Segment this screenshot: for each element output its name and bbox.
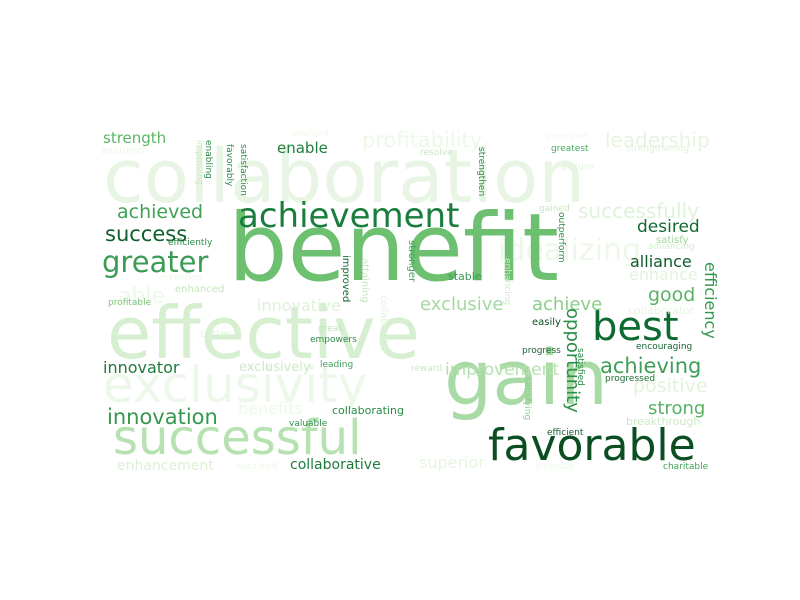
word: enabling [203,140,213,179]
word: satisfied [575,348,585,386]
word: stronger [406,240,417,283]
word: invention [160,273,203,283]
word: assured [101,144,145,157]
word: effective [107,291,420,375]
word: successful [113,410,362,466]
word: advancing [648,242,695,252]
word: collaborating [332,404,404,417]
word: achieving [600,354,702,378]
word: positive [633,375,708,397]
word: stable [448,270,482,283]
word: collaborate [378,295,389,352]
word: efficiency [701,262,720,339]
word: improving [194,140,204,186]
word: empowers [310,335,357,345]
word: satisfy [656,235,689,246]
word: efficiently [168,238,213,248]
word: encouraging [636,342,693,352]
word: achieved [117,201,204,223]
word: gained [539,204,570,214]
word: exclusive [420,294,504,315]
word: valuable [289,419,328,429]
word: successfully [578,199,699,223]
word: collaborative [290,457,381,473]
word: innovate [535,462,575,472]
word: enable [277,139,328,157]
word: easily [532,317,561,328]
word: exclusivity [103,356,368,414]
word: outperform [556,212,566,263]
word: improve [546,131,587,142]
word: favorably [224,144,234,187]
word: desired [637,217,700,237]
word: able [118,284,166,309]
word: breakthrough [626,415,701,428]
word: achieve [532,294,603,315]
word: profitability [362,128,483,152]
word: alliance [630,252,692,271]
word: enhancement [117,458,214,474]
word: collaboration [103,134,586,220]
word: leadership [605,128,710,152]
word: strengthening [626,144,690,154]
word: idealizing [498,233,642,268]
word: enhance [629,265,698,284]
word: succeed [236,461,278,472]
word: satisfaction [238,144,248,196]
word: enhanced [175,284,225,295]
word: strengthen [476,147,486,197]
word-cloud-panel [100,125,720,480]
word: exclusively [239,360,311,375]
word: progress [522,346,561,356]
word: great [318,324,342,334]
word: achievement [238,196,460,236]
word: best [592,304,679,350]
word: favorable [488,420,696,471]
word: superior [419,453,485,472]
word: charitable [663,462,709,472]
word: improvement [445,360,560,380]
word: profitable [108,298,152,308]
word: innovation [107,405,218,429]
word: innovative [257,296,341,315]
word: enhancing [502,258,512,306]
word: resolve [420,148,453,158]
word: greater [102,245,209,279]
word: gain [444,333,609,422]
word: greatest [551,144,589,154]
word: enabled [292,129,329,139]
word: better [200,329,231,340]
word: reward [411,364,443,374]
word: attaining [359,258,370,303]
word: improved [340,255,351,303]
word: benefit [228,194,559,303]
word: collaborator [628,304,695,317]
word: progressed [605,374,656,384]
word: satisfying [522,377,532,421]
word: strength [103,129,167,147]
word: success [105,222,188,246]
word: benefits [238,399,303,418]
word: strong [648,398,706,419]
word: assure [561,162,594,173]
word: leading [320,360,354,370]
word: good [648,284,696,306]
word: innovator [103,358,180,377]
word: efficient [547,428,584,438]
